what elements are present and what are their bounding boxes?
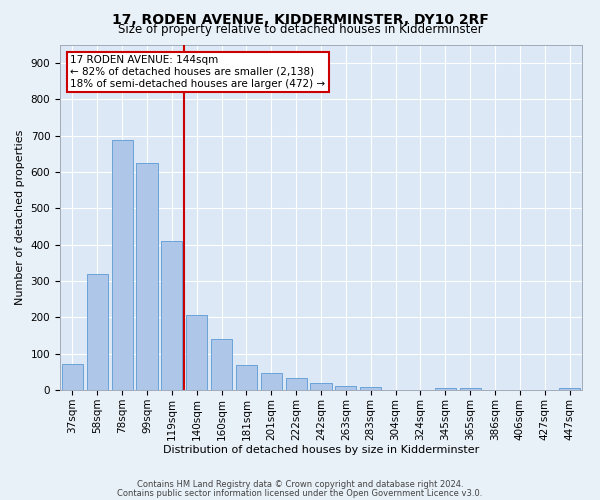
Bar xyxy=(161,241,182,390)
Bar xyxy=(310,382,332,390)
Bar xyxy=(360,386,381,390)
X-axis label: Distribution of detached houses by size in Kidderminster: Distribution of detached houses by size … xyxy=(163,446,479,456)
Bar xyxy=(335,386,356,390)
Bar xyxy=(211,339,232,390)
Bar xyxy=(236,364,257,390)
Y-axis label: Number of detached properties: Number of detached properties xyxy=(15,130,25,305)
Bar xyxy=(559,388,580,390)
Bar xyxy=(460,388,481,390)
Bar xyxy=(186,315,207,390)
Text: Contains public sector information licensed under the Open Government Licence v3: Contains public sector information licen… xyxy=(118,488,482,498)
Bar xyxy=(112,140,133,390)
Text: Size of property relative to detached houses in Kidderminster: Size of property relative to detached ho… xyxy=(118,22,482,36)
Bar xyxy=(286,378,307,390)
Bar xyxy=(136,163,158,390)
Bar xyxy=(435,388,456,390)
Bar xyxy=(62,364,83,390)
Text: 17 RODEN AVENUE: 144sqm
← 82% of detached houses are smaller (2,138)
18% of semi: 17 RODEN AVENUE: 144sqm ← 82% of detache… xyxy=(70,56,326,88)
Text: 17, RODEN AVENUE, KIDDERMINSTER, DY10 2RF: 17, RODEN AVENUE, KIDDERMINSTER, DY10 2R… xyxy=(112,12,488,26)
Bar xyxy=(261,373,282,390)
Bar xyxy=(87,274,108,390)
Text: Contains HM Land Registry data © Crown copyright and database right 2024.: Contains HM Land Registry data © Crown c… xyxy=(137,480,463,489)
